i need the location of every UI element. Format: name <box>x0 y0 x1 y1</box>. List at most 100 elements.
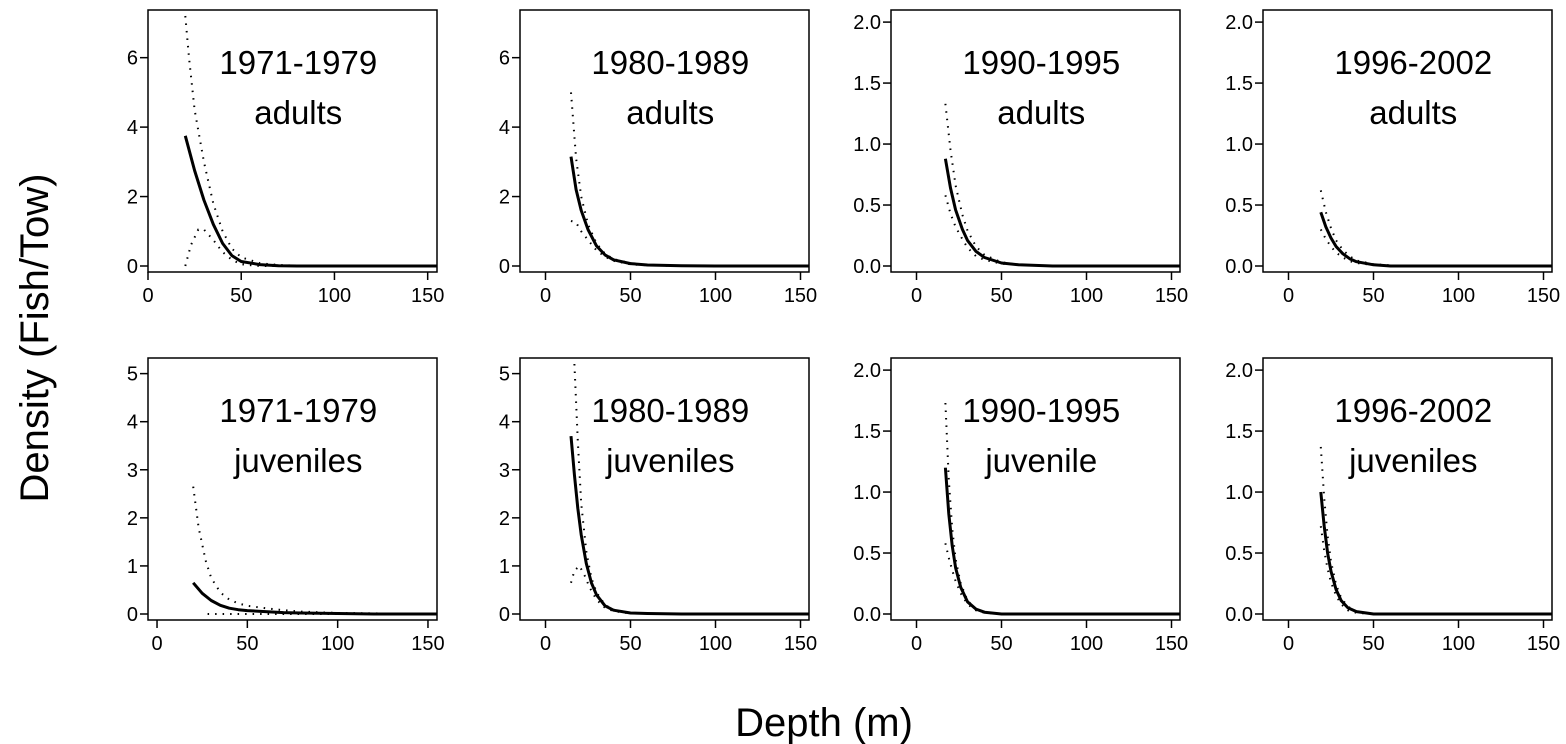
y-tick-label: 5 <box>127 364 138 386</box>
y-tick-label: 0 <box>127 256 138 278</box>
chart-panel: 0 50 100 150 0 2 4 6 1980-1989 adults <box>499 9 817 307</box>
y-tick-label: 0.0 <box>853 256 881 278</box>
series-line-bound <box>1319 526 1552 615</box>
series-line-bound <box>184 228 437 267</box>
y-tick-label: 1.0 <box>1225 482 1253 504</box>
y-tick-label: 0 <box>127 604 138 626</box>
x-tick-label: 50 <box>236 633 258 655</box>
x-tick-label: 0 <box>911 633 922 655</box>
chart-panel: 0 50 100 150 0 1 2 3 4 5 1971-1979 juveniles <box>127 357 445 655</box>
y-tick-label: 1.5 <box>853 421 881 443</box>
series-line-fit <box>183 135 437 268</box>
y-tick-label: 2.0 <box>853 360 881 382</box>
y-tick-label: 2 <box>127 187 138 209</box>
x-tick-label: 50 <box>230 285 252 307</box>
series-line-fit <box>569 156 809 268</box>
chart-panel: 0 50 100 150 0.0 0.5 1.0 1.5 2.0 1996-2002 adults <box>1225 9 1560 307</box>
x-tick-label: 50 <box>990 633 1012 655</box>
y-tick-label: 0.5 <box>1225 543 1253 565</box>
y-tick-label: 0.0 <box>1225 256 1253 278</box>
chart-panel: 0 50 100 150 0 2 4 6 1971-1979 adults <box>127 9 444 307</box>
y-tick-label: 2 <box>499 187 510 209</box>
panel-title: 1980-1989 <box>591 392 749 429</box>
y-tick-label: 1.5 <box>1225 73 1253 95</box>
x-tick-label: 100 <box>321 633 354 655</box>
y-axis-title: Density (Fish/Tow) <box>13 174 57 503</box>
panel-subtitle: adults <box>254 94 342 131</box>
y-tick-label: 0 <box>499 604 510 626</box>
y-tick-label: 0 <box>499 256 510 278</box>
panel-subtitle: adults <box>626 94 714 131</box>
y-tick-label: 1.0 <box>853 134 881 156</box>
series-line-bound <box>573 363 809 615</box>
y-tick-label: 1 <box>127 556 138 578</box>
series-line-fit <box>943 158 1180 268</box>
x-tick-label: 0 <box>540 633 551 655</box>
series-line-bound <box>570 564 809 615</box>
panel-title: 1971-1979 <box>219 44 377 81</box>
panel-subtitle: juveniles <box>233 442 362 479</box>
plot-frame <box>1262 357 1553 621</box>
x-tick-label: 0 <box>151 633 162 655</box>
x-tick-label: 50 <box>619 633 641 655</box>
series-line-bound <box>570 219 809 267</box>
plot-frame <box>519 357 810 621</box>
y-tick-label: 2.0 <box>1225 12 1253 34</box>
x-tick-label: 0 <box>1283 633 1294 655</box>
y-tick-label: 1 <box>499 556 510 578</box>
x-tick-label: 150 <box>1527 285 1560 307</box>
x-tick-label: 100 <box>1070 285 1103 307</box>
y-tick-label: 0.5 <box>853 195 881 217</box>
plot-frame <box>519 9 810 273</box>
x-tick-label: 150 <box>784 633 817 655</box>
y-tick-label: 0.5 <box>853 543 881 565</box>
x-tick-label: 100 <box>1442 633 1475 655</box>
x-tick-label: 100 <box>1442 285 1475 307</box>
panel-title: 1990-1995 <box>962 392 1120 429</box>
y-tick-label: 1.0 <box>1225 134 1253 156</box>
series-line-fit <box>1319 211 1552 268</box>
series-line-bound <box>192 486 437 615</box>
x-tick-label: 150 <box>1155 633 1188 655</box>
y-tick-label: 5 <box>499 364 510 386</box>
panel-title: 1996-2002 <box>1334 44 1492 81</box>
x-tick-label: 0 <box>911 285 922 307</box>
chart-panel: 0 50 100 150 0.0 0.5 1.0 1.5 2.0 1996-2002 juvenil… <box>1225 357 1560 655</box>
series-line-fit <box>569 435 809 616</box>
y-tick-label: 1.5 <box>1225 421 1253 443</box>
panel-title: 1980-1989 <box>591 44 749 81</box>
panel-subtitle: juveniles <box>605 442 734 479</box>
y-tick-label: 6 <box>127 48 138 70</box>
x-tick-label: 50 <box>1362 633 1384 655</box>
plot-frame <box>147 9 438 273</box>
y-tick-label: 6 <box>499 48 510 70</box>
x-tick-label: 150 <box>411 633 444 655</box>
y-tick-label: 4 <box>127 117 138 139</box>
x-tick-label: 100 <box>1070 633 1103 655</box>
panel-title: 1971-1979 <box>219 392 377 429</box>
series-line-fit <box>1319 491 1552 616</box>
y-tick-label: 0.0 <box>1225 604 1253 626</box>
panel-title: 1990-1995 <box>962 44 1120 81</box>
y-tick-label: 1.5 <box>853 73 881 95</box>
x-tick-label: 0 <box>540 285 551 307</box>
x-tick-label: 150 <box>1155 285 1188 307</box>
y-tick-label: 1.0 <box>853 482 881 504</box>
panel-subtitle: adults <box>997 94 1085 131</box>
series-line-bound <box>184 15 437 267</box>
y-tick-label: 2.0 <box>853 12 881 34</box>
plot-frame <box>1262 9 1553 273</box>
y-tick-label: 3 <box>499 460 510 482</box>
series-line-fit <box>943 467 1180 616</box>
x-tick-label: 50 <box>1362 285 1384 307</box>
x-tick-label: 100 <box>699 285 732 307</box>
y-tick-label: 4 <box>499 117 510 139</box>
series-line-fit <box>192 581 437 616</box>
y-tick-label: 4 <box>499 412 510 434</box>
series-line-bound <box>1319 190 1552 267</box>
plot-frame <box>890 357 1181 621</box>
panel-subtitle: juvenile <box>984 442 1097 479</box>
y-tick-label: 2 <box>499 508 510 530</box>
